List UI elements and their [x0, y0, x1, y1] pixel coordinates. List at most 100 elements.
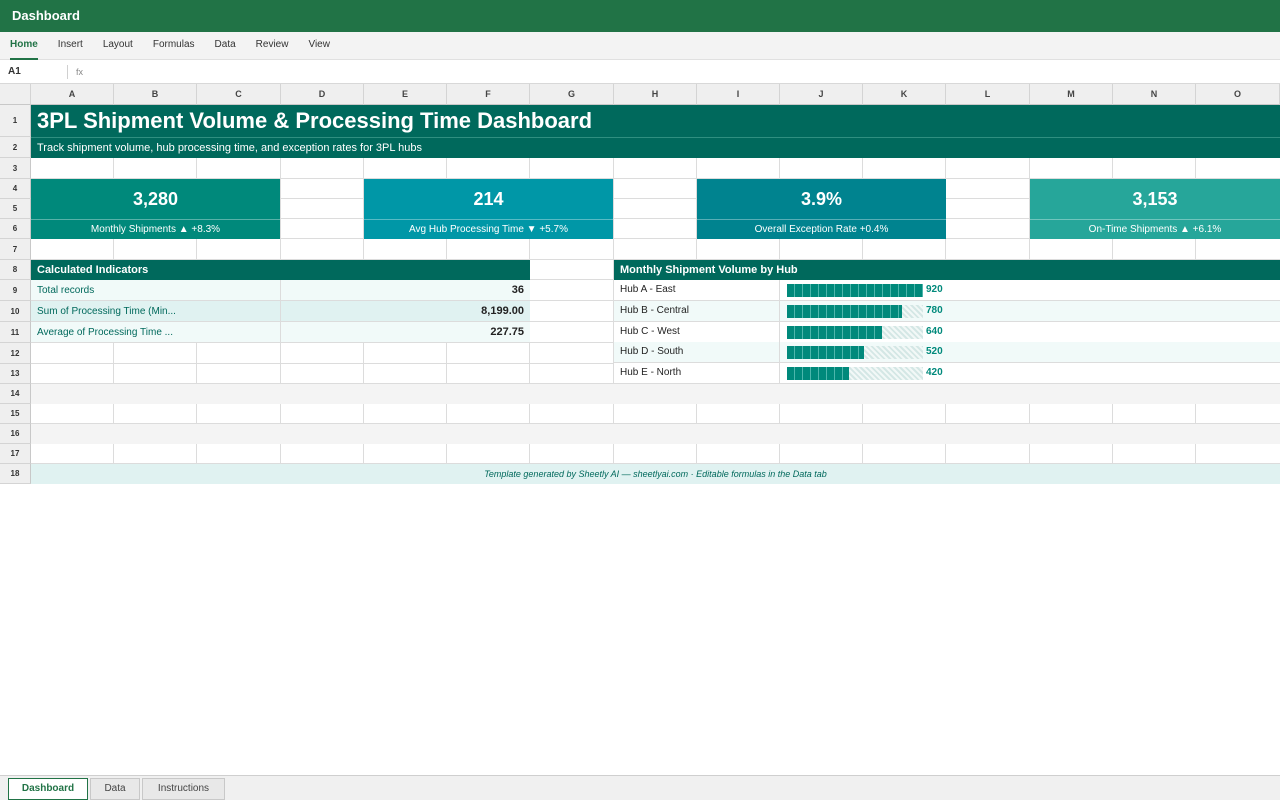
sheet-tab-bar: Dashboard Data Instructions: [0, 775, 1280, 800]
ribbon-tab-home[interactable]: Home: [10, 32, 38, 60]
hub-bar: [787, 367, 849, 381]
gridline: [31, 423, 1280, 424]
hub-bar-value: 520: [926, 346, 943, 358]
hub-name: Hub D - South: [614, 342, 780, 363]
kpi-value-exception-rate[interactable]: 3.9%: [697, 179, 946, 219]
kpi-label-monthly-shipments: Monthly Shipments ▲ +8.3%: [31, 219, 280, 239]
row-band: [31, 384, 1280, 404]
gridline: [31, 259, 1280, 260]
kpi-value-avg-processing-time[interactable]: 214: [364, 179, 613, 219]
sheet-tab-instructions[interactable]: Instructions: [142, 778, 225, 800]
column-header-a[interactable]: A: [31, 84, 114, 105]
gridline: [31, 178, 1280, 179]
hub-row: Hub C - West 640: [614, 321, 1280, 343]
calc-label-total-records[interactable]: Total records: [31, 280, 281, 301]
column-header-l[interactable]: L: [946, 84, 1030, 105]
name-box[interactable]: A1: [0, 64, 68, 79]
column-header-h[interactable]: H: [614, 84, 697, 105]
sheet-tab-data[interactable]: Data: [90, 778, 140, 800]
gridline: [31, 198, 1280, 199]
row-header-11[interactable]: 11: [0, 322, 31, 343]
hub-row: Hub D - South 520: [614, 342, 1280, 364]
fx-icon: fx: [76, 66, 84, 77]
row-header-7[interactable]: 7: [0, 239, 31, 260]
column-header-d[interactable]: D: [281, 84, 364, 105]
row-header-15[interactable]: 15: [0, 404, 31, 424]
ribbon-tab-review[interactable]: Review: [255, 38, 289, 50]
gridline: [31, 238, 1280, 239]
row-header-5[interactable]: 5: [0, 199, 31, 219]
hub-bar: [787, 346, 864, 360]
column-header-k[interactable]: K: [863, 84, 946, 105]
row-header-8[interactable]: 8: [0, 260, 31, 280]
ribbon-tab-formulas[interactable]: Formulas: [152, 38, 195, 50]
column-header-m[interactable]: M: [1030, 84, 1113, 105]
column-header-j[interactable]: J: [780, 84, 863, 105]
row-header-10[interactable]: 10: [0, 301, 31, 322]
hub-bar: [787, 325, 882, 339]
kpi-label-on-time-shipments: On-Time Shipments ▲ +6.1%: [1030, 219, 1280, 239]
hub-bar-track: [787, 304, 923, 318]
app-title: Dashboard: [0, 0, 1280, 32]
spreadsheet-grid: 3PL Shipment Volume & Processing Time Da…: [0, 84, 1280, 486]
row-header-18[interactable]: 18: [0, 464, 31, 484]
row-header-3[interactable]: 3: [0, 158, 31, 179]
column-header-e[interactable]: E: [364, 84, 447, 105]
kpi-label-avg-processing-time: Avg Hub Processing Time ▼ +5.7%: [364, 219, 613, 239]
column-header-c[interactable]: C: [197, 84, 281, 105]
ribbon-tab-insert[interactable]: Insert: [57, 38, 83, 50]
hub-row: Hub A - East 920: [614, 280, 1280, 301]
kpi-label-exception-rate: Overall Exception Rate +0.4%: [697, 219, 946, 239]
calc-value-total-records[interactable]: 36: [281, 280, 530, 301]
hub-bar-track: [787, 284, 923, 297]
ribbon-tab-layout[interactable]: Layout: [102, 38, 133, 50]
hub-row: Hub B - Central 780: [614, 300, 1280, 322]
row-header-17[interactable]: 17: [0, 444, 31, 464]
row-header-4[interactable]: 4: [0, 179, 31, 199]
calc-value-sum-processing-time[interactable]: 8,199.00: [281, 301, 530, 322]
hub-bar-value: 640: [926, 325, 943, 337]
hub-bar-track: [787, 346, 923, 360]
hub-bar-track: [787, 367, 923, 381]
column-header-f[interactable]: F: [447, 84, 530, 105]
row-header-13[interactable]: 13: [0, 364, 31, 384]
row-header-12[interactable]: 12: [0, 343, 31, 364]
template-footer: Template generated by Sheetly AI — sheet…: [31, 464, 1280, 484]
sheet-tab-dashboard[interactable]: Dashboard: [8, 778, 88, 800]
hub-name: Hub E - North: [614, 363, 780, 384]
hub-chart-header: Monthly Shipment Volume by Hub: [614, 260, 1280, 280]
select-all-corner[interactable]: [0, 84, 31, 105]
ribbon-tab-view[interactable]: View: [308, 38, 330, 50]
kpi-value-on-time-shipments[interactable]: 3,153: [1030, 179, 1280, 219]
kpi-value-monthly-shipments[interactable]: 3,280: [31, 179, 280, 219]
hub-bar: [787, 304, 902, 318]
row-header-1[interactable]: 1: [0, 105, 31, 137]
hub-name: Hub B - Central: [614, 300, 780, 321]
column-header-g[interactable]: G: [530, 84, 614, 105]
gridline: [31, 463, 1280, 464]
hub-bar-value: 420: [926, 367, 943, 379]
dashboard-title: 3PL Shipment Volume & Processing Time Da…: [31, 105, 1280, 137]
hub-name: Hub A - East: [614, 280, 780, 300]
row-header-16[interactable]: 16: [0, 424, 31, 444]
calc-label-sum-processing-time[interactable]: Sum of Processing Time (Min...: [31, 301, 281, 322]
calculated-indicators-header: Calculated Indicators: [31, 260, 530, 280]
column-header-n[interactable]: N: [1113, 84, 1196, 105]
hub-bar-track: [787, 325, 923, 339]
row-header-2[interactable]: 2: [0, 137, 31, 158]
hub-bar: [787, 284, 923, 297]
formula-bar: A1 fx: [0, 60, 1280, 84]
ribbon: Home Insert Layout Formulas Data Review …: [0, 32, 1280, 60]
row-header-9[interactable]: 9: [0, 280, 31, 301]
gridline: [613, 158, 614, 464]
column-header-o[interactable]: O: [1196, 84, 1280, 105]
column-header-b[interactable]: B: [114, 84, 197, 105]
dashboard-subtitle: Track shipment volume, hub processing ti…: [31, 137, 1280, 158]
column-header-i[interactable]: I: [697, 84, 780, 105]
formula-input[interactable]: [91, 62, 1280, 81]
row-header-6[interactable]: 6: [0, 219, 31, 239]
row-header-14[interactable]: 14: [0, 384, 31, 404]
ribbon-tab-data[interactable]: Data: [214, 38, 236, 50]
calc-label-avg-processing-time[interactable]: Average of Processing Time ...: [31, 322, 281, 343]
calc-value-avg-processing-time[interactable]: 227.75: [281, 322, 530, 343]
